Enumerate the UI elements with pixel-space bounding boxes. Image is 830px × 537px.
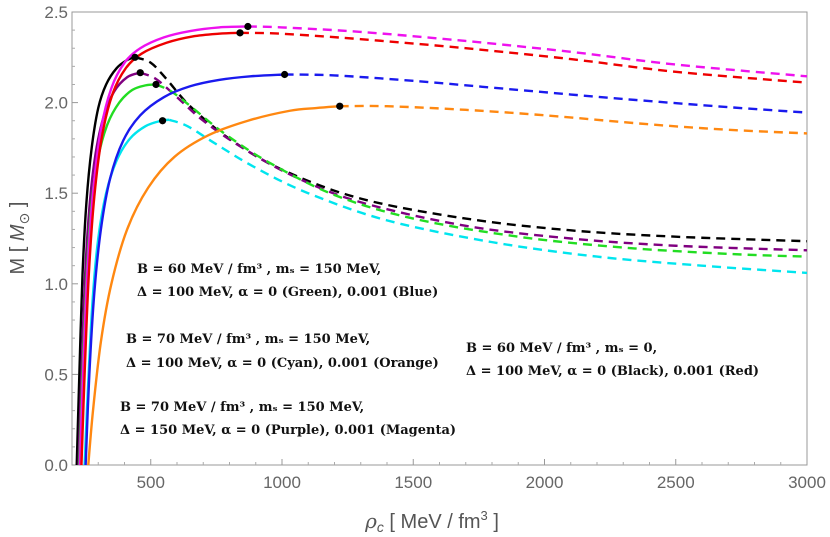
x-tick-label: 3000 — [788, 473, 826, 492]
curve-magenta-stable — [78, 25, 248, 466]
x-axis-ticks: 500 1000 1500 2000 2500 3000 — [97, 459, 826, 492]
y-axis-close: ] — [7, 202, 29, 213]
max-point-blue — [281, 70, 289, 79]
annotation-purple-magenta: B = 70 MeV / fm³ , mₛ = 150 MeV, Δ = 150… — [120, 400, 456, 438]
x-tick-label: 1000 — [263, 473, 301, 492]
max-point-magenta — [244, 22, 252, 31]
curve-green-unstable — [155, 83, 808, 258]
x-tick-label: 2000 — [526, 473, 564, 492]
y-tick-label: 0.0 — [44, 456, 68, 475]
x-axis-unit-sup: 3 — [481, 508, 488, 523]
curve-black-stable — [75, 56, 136, 466]
annotation-cyan-orange-line2: Δ = 100 MeV, α = 0 (Cyan), 0.001 (Orange… — [126, 356, 439, 371]
curve-magenta-unstable — [247, 25, 808, 78]
annotation-green-blue-line1: B = 60 MeV / fm³ , mₛ = 150 MeV, — [137, 262, 381, 277]
max-point-orange — [336, 102, 344, 110]
annotation-purple-magenta-line2: Δ = 150 MeV, α = 0 (Purple), 0.001 (Mage… — [120, 423, 456, 438]
max-point-green — [152, 80, 160, 89]
curve-blue-stable — [84, 73, 285, 466]
y-axis-prefix: M [ — [7, 241, 29, 274]
max-point-black — [131, 53, 139, 61]
x-axis-symbol: ρ — [364, 509, 377, 533]
y-axis-symbol-sub: ⊙ — [16, 213, 32, 225]
y-axis-ticks: 0.0 0.5 1.0 1.5 2.0 2.5 — [44, 3, 78, 475]
x-axis-close: ] — [488, 511, 499, 533]
annotation-cyan-orange: B = 70 MeV / fm³ , mₛ = 150 MeV, Δ = 100… — [126, 332, 439, 371]
annotation-black-red-line2: Δ = 100 MeV, α = 0 (Black), 0.001 (Red) — [466, 364, 759, 379]
x-axis-symbol-sub: c — [377, 519, 384, 535]
curve-red-stable — [80, 31, 241, 466]
curve-red-unstable — [239, 31, 808, 84]
y-tick-label: 2.5 — [44, 3, 68, 22]
annotation-cyan-orange-line1: B = 70 MeV / fm³ , mₛ = 150 MeV, — [126, 332, 370, 347]
x-axis-title: ρc [ MeV / fm3 ] — [364, 508, 499, 535]
y-tick-label: 1.5 — [44, 184, 68, 203]
y-tick-label: 0.5 — [44, 365, 68, 384]
x-axis-unit: [ MeV / fm — [384, 511, 481, 533]
curve-orange-unstable — [339, 104, 808, 135]
annotation-green-blue: B = 60 MeV / fm³ , mₛ = 150 MeV, Δ = 100… — [137, 262, 438, 300]
x-tick-label: 2500 — [657, 473, 695, 492]
max-point-purple — [136, 69, 144, 77]
annotation-black-red: B = 60 MeV / fm³ , mₛ = 0, Δ = 100 MeV, … — [466, 341, 759, 379]
x-tick-label: 500 — [137, 473, 165, 492]
curves — [75, 25, 808, 466]
curve-black-unstable — [134, 56, 808, 243]
y-axis-title: M [ M⊙ ] — [7, 202, 32, 275]
curve-orange-stable — [87, 105, 340, 466]
max-point-cyan — [158, 117, 167, 125]
y-axis-symbol: M — [7, 224, 29, 241]
curve-cyan-unstable — [168, 118, 808, 275]
x-tick-label: 1500 — [394, 473, 432, 492]
y-tick-label: 2.0 — [44, 94, 68, 113]
annotation-purple-magenta-line1: B = 70 MeV / fm³ , mₛ = 150 MeV, — [120, 400, 364, 415]
annotation-green-blue-line2: Δ = 100 MeV, α = 0 (Green), 0.001 (Blue) — [137, 285, 438, 300]
annotation-black-red-line1: B = 60 MeV / fm³ , mₛ = 0, — [466, 341, 657, 356]
y-tick-label: 1.0 — [44, 275, 68, 294]
curve-purple-unstable — [139, 71, 808, 252]
max-point-red — [236, 29, 244, 37]
max-mass-points — [131, 22, 344, 125]
